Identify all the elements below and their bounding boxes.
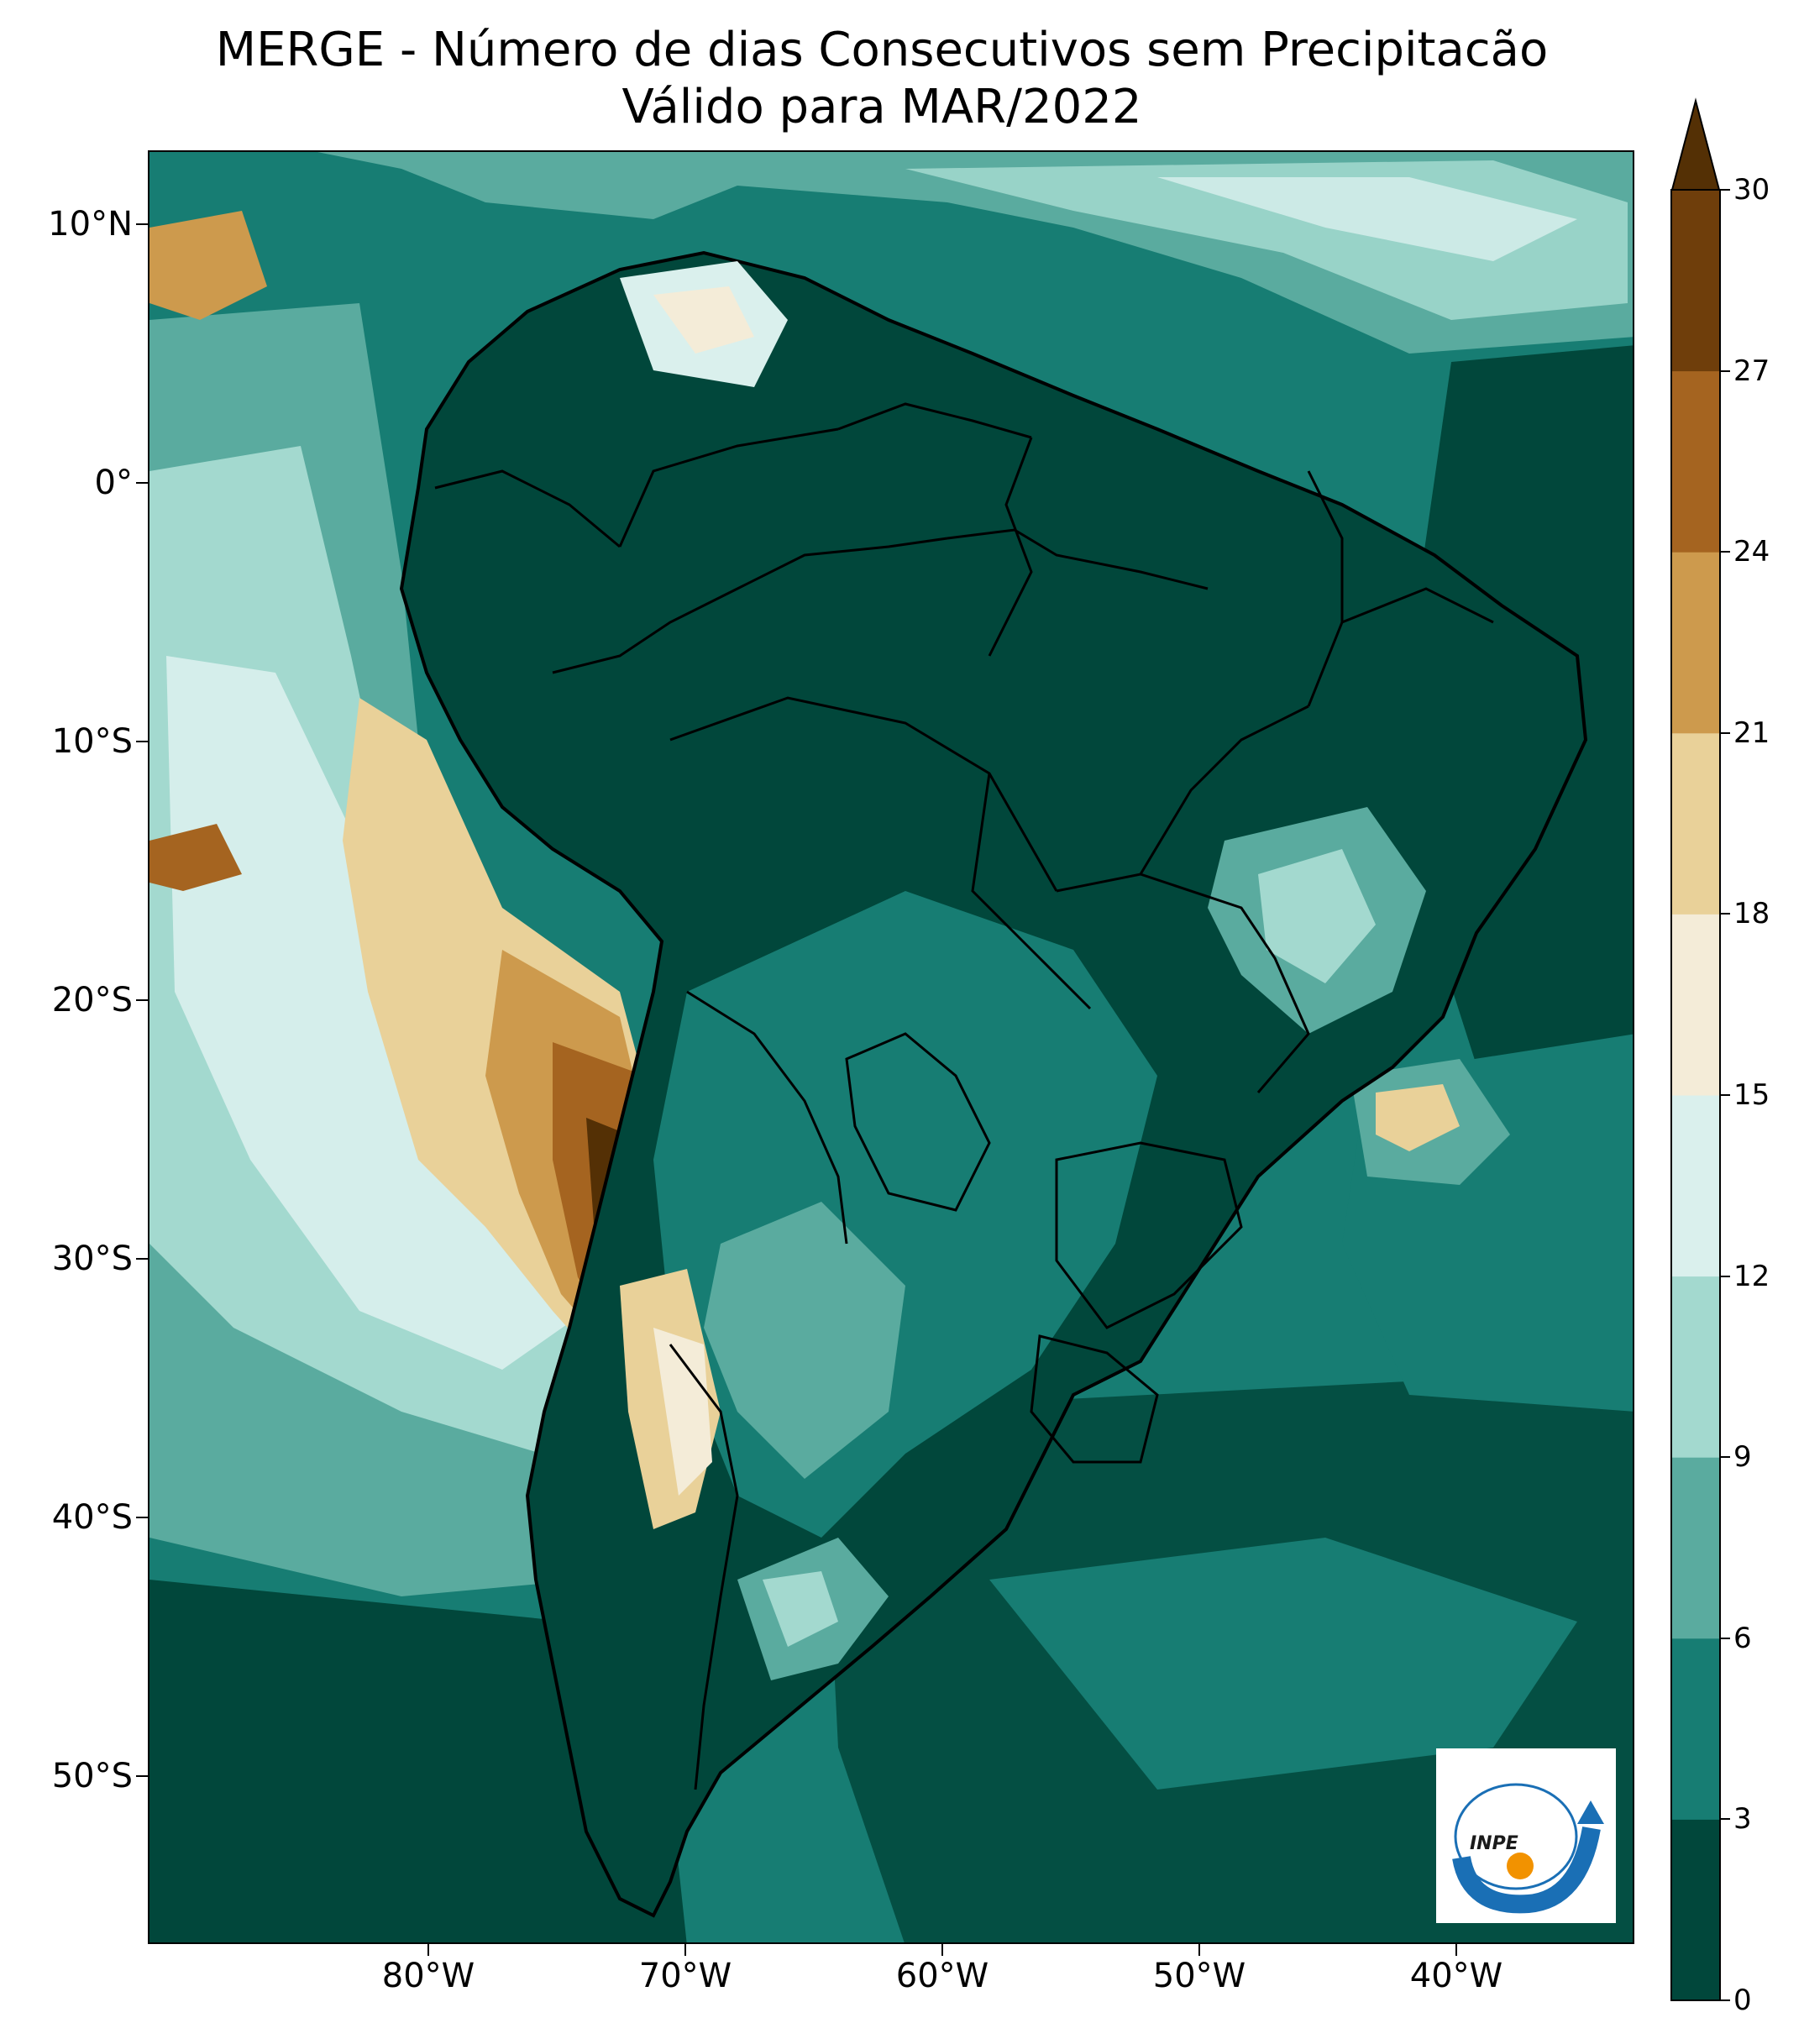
y-tick-label: 10°N [48,205,133,244]
colorbar-tick-mark [1720,1818,1730,1821]
colorbar [1670,97,1721,2001]
y-tick-label: 0° [94,464,133,502]
colorbar-tick-mark [1720,1275,1730,1277]
colorbar-tick-label: 9 [1733,1440,1752,1475]
colorbar-tick-label: 27 [1733,354,1770,388]
colorbar-segment [1671,370,1720,553]
colorbar-tick-label: 3 [1733,1802,1752,1837]
map-panel [148,150,1634,1944]
x-tick-label: 70°W [638,1957,732,1995]
colorbar-segment [1671,914,1720,1096]
precipitation-map [149,152,1633,1942]
colorbar-tick-label: 21 [1733,715,1770,750]
colorbar-tick-label: 15 [1733,1078,1770,1112]
colorbar-extend-arrow [1670,97,1721,191]
political-borders [434,402,1494,1790]
colorbar-segment [1671,190,1720,372]
svg-text:INPE: INPE [1470,1833,1518,1854]
colorbar-tick-mark [1720,189,1730,191]
colorbar-tick-mark [1720,1999,1730,2001]
x-tick-label: 60°W [895,1957,989,1995]
map-title: MERGE - Número de dias Consecutivos sem … [215,23,1549,77]
colorbar-tick-mark [1720,1094,1730,1096]
y-tick-label: 30°S [51,1240,133,1278]
inpe-logo: INPE [1436,1748,1616,1923]
colorbar-tick-label: 18 [1733,897,1770,931]
colorbar-tick-mark [1720,1637,1730,1639]
y-tick-label: 20°S [51,981,133,1019]
y-tick-label: 10°S [51,722,133,761]
colorbar-segment [1671,732,1720,915]
colorbar-segment [1671,552,1720,734]
y-tick-label: 50°S [51,1757,133,1795]
colorbar-tick-label: 30 [1733,173,1770,207]
logo-sun-icon [1507,1853,1534,1879]
colorbar-segment [1671,1819,1720,2001]
map-subtitle: Válido para MAR/2022 [621,80,1142,134]
colorbar-tick-mark [1720,551,1730,553]
colorbar-segment [1671,1276,1720,1458]
y-tick-label: 40°S [51,1498,133,1537]
colorbar-tick-mark [1720,913,1730,915]
colorbar-tick-label: 0 [1733,1984,1752,2017]
colorbar-tick-label: 12 [1733,1259,1770,1293]
x-tick-label: 40°W [1409,1957,1503,1995]
colorbar-tick-mark [1720,1456,1730,1459]
colorbar-segment [1671,1457,1720,1639]
colorbar-segment [1671,1638,1720,1820]
colorbar-tick-label: 6 [1733,1621,1752,1655]
colorbar-tick-mark [1720,369,1730,372]
x-tick-label: 50°W [1152,1957,1246,1995]
x-tick-label: 80°W [381,1957,475,1995]
inpe-logo-graphic: INPE [1452,1783,1604,1914]
colorbar-segment [1671,1095,1720,1277]
colorbar-tick-mark [1720,731,1730,734]
colorbar-tick-label: 24 [1733,535,1770,569]
